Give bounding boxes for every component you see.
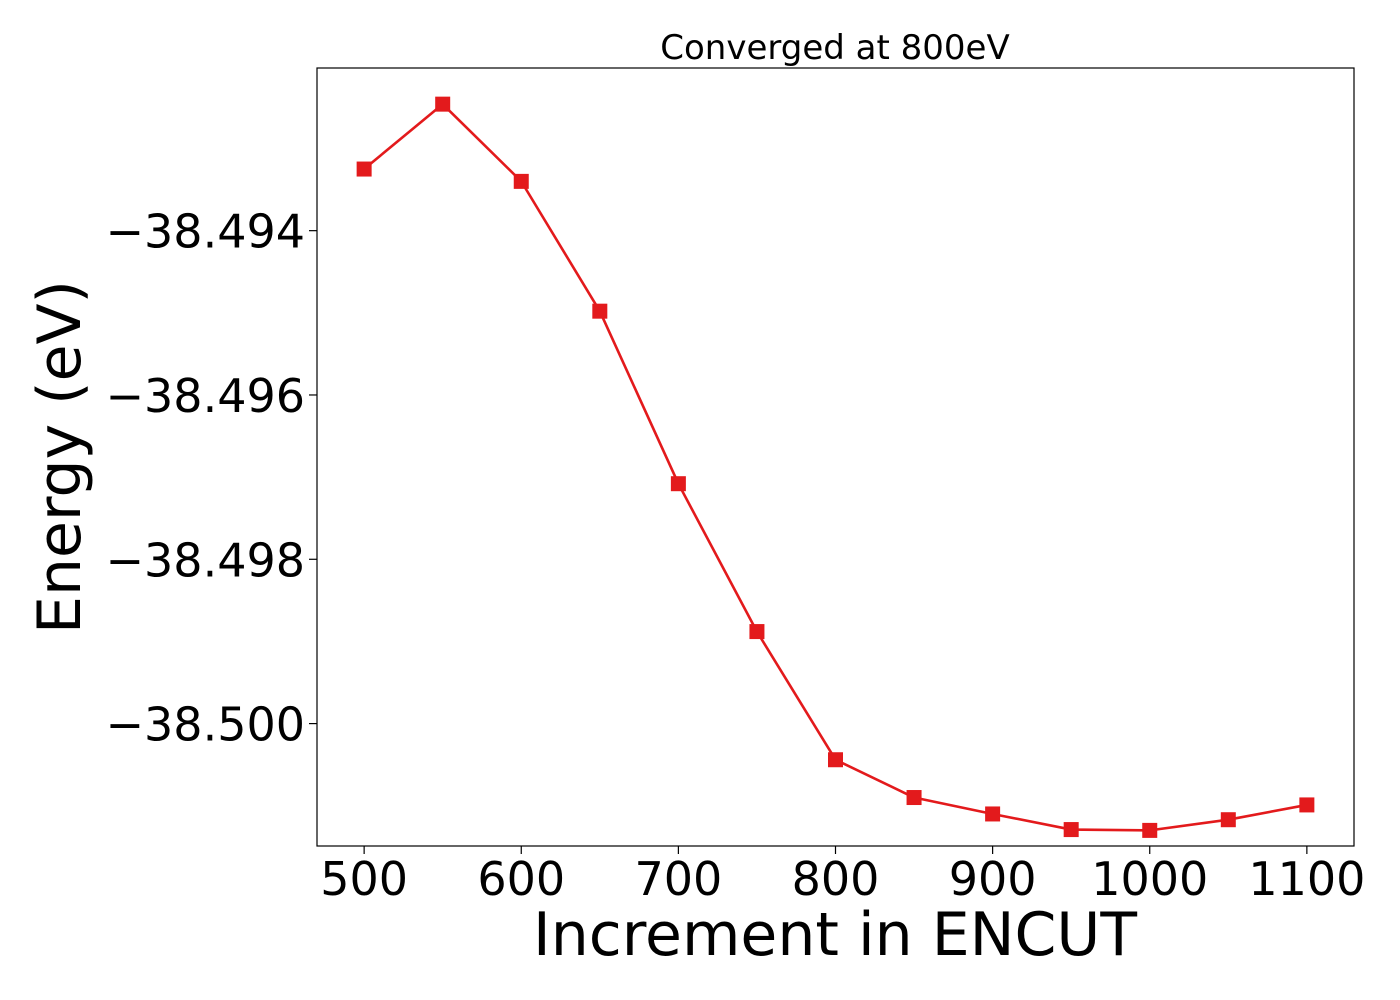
data-point-marker [985,806,1001,822]
chart-title: Converged at 800eV [660,28,1009,68]
data-point-marker [1063,822,1079,838]
data-point-marker [828,752,843,768]
data-point-marker [513,173,529,189]
data-point-marker [670,476,686,492]
data-point-marker [749,624,765,640]
y-tick-label: −38.498 [106,533,306,587]
y-axis-label: Energy (eV) [25,280,95,634]
y-tick-label: −38.500 [106,698,306,752]
y-tick-label: −38.494 [106,205,306,259]
data-point-marker [356,161,372,177]
x-tick-label: 900 [949,852,1037,906]
x-tick-label: 800 [792,852,880,906]
x-tick-label: 1000 [1091,852,1208,906]
data-point-marker [1142,822,1158,838]
data-point-marker [906,790,922,806]
y-tick-label: −38.496 [106,369,306,423]
data-point-marker [1220,812,1236,828]
x-tick-label: 700 [634,852,722,906]
x-tick-label: 500 [320,852,408,906]
data-point-marker [592,303,608,319]
data-point-marker [435,96,451,112]
x-tick-label: 600 [477,852,565,906]
x-axis-label: Increment in ENCUT [533,900,1137,970]
x-tick-label: 1100 [1248,852,1365,906]
plot-area: 500 600 700 800 900 1000 1100 −38.494 −38.496 −38… [106,67,1365,906]
data-point-marker [1299,797,1315,813]
